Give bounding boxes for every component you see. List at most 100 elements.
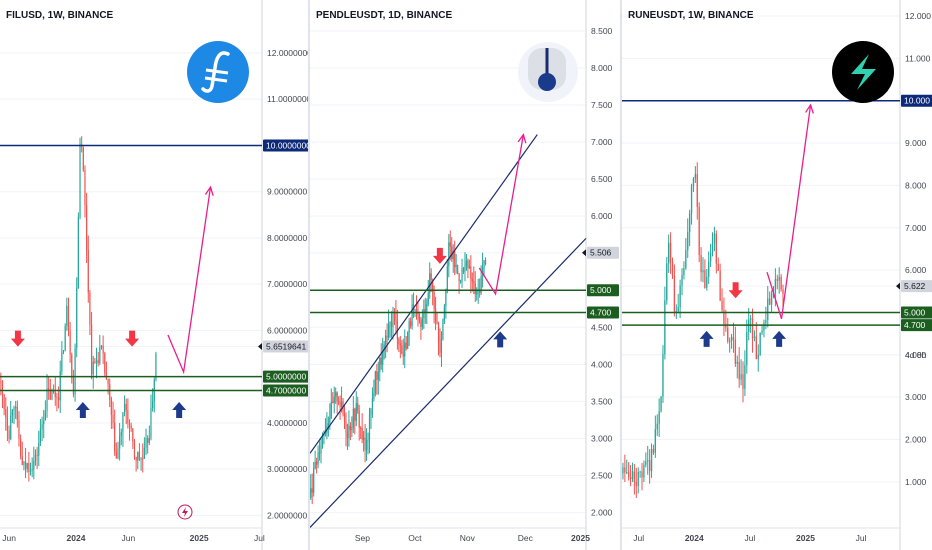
- candle: [622, 462, 624, 480]
- candle: [84, 165, 86, 218]
- price-label-text: 4.700: [904, 320, 926, 330]
- candle-body: [379, 357, 381, 372]
- candle-body: [87, 250, 89, 293]
- candle-body: [411, 304, 413, 327]
- candle: [728, 337, 731, 353]
- price-label-text: 4.700: [590, 307, 612, 317]
- candle: [654, 415, 657, 458]
- candle-body: [0, 381, 2, 383]
- candle-body: [467, 260, 469, 268]
- x-tick-label: Oct: [408, 533, 422, 543]
- price-label: 5.0000000: [263, 370, 308, 383]
- candle: [64, 323, 66, 352]
- candle-body: [662, 354, 664, 397]
- candle: [457, 264, 459, 275]
- price-label-bg: [263, 340, 308, 353]
- candle-body: [407, 332, 409, 349]
- candle: [688, 209, 691, 247]
- candle-body: [102, 345, 104, 354]
- candle-body: [732, 336, 735, 340]
- candle-body: [133, 441, 136, 458]
- candle-body: [330, 401, 332, 418]
- candle: [112, 401, 114, 429]
- candle-body: [430, 273, 432, 280]
- candle-body: [445, 290, 447, 307]
- candle-body: [5, 409, 7, 418]
- candle: [635, 467, 637, 498]
- candle-body: [66, 306, 68, 326]
- candle-body: [321, 435, 324, 446]
- candle: [708, 251, 710, 284]
- candle-body: [122, 412, 124, 433]
- price-label-text: 5.506: [590, 248, 612, 258]
- candle-body: [631, 471, 634, 479]
- candle: [675, 304, 677, 320]
- candle: [757, 344, 759, 372]
- candle-body: [142, 458, 144, 460]
- candle-body: [755, 336, 758, 359]
- candle: [104, 351, 106, 376]
- candle: [474, 271, 476, 302]
- price-label-bg: [587, 306, 619, 319]
- candle: [471, 272, 473, 292]
- candle-body: [746, 331, 748, 366]
- candle-body: [41, 424, 43, 430]
- candle: [647, 445, 649, 475]
- candle-body: [654, 429, 657, 453]
- candle-body: [48, 388, 50, 391]
- candle: [631, 462, 634, 482]
- candle-body: [130, 425, 132, 429]
- candle-body: [782, 289, 784, 294]
- candle-body: [751, 318, 754, 339]
- candle: [455, 254, 457, 274]
- candle: [464, 252, 466, 282]
- candle: [744, 350, 746, 397]
- candle-body: [633, 471, 636, 483]
- candle-body: [316, 461, 318, 465]
- candle-body: [679, 285, 681, 308]
- candle: [26, 462, 28, 473]
- candle: [432, 278, 434, 306]
- candle-body: [692, 178, 695, 187]
- candle: [72, 369, 75, 398]
- candle: [449, 230, 451, 261]
- candle: [20, 434, 22, 460]
- filecoin-logo-icon: [187, 41, 249, 103]
- candle-body: [483, 260, 485, 268]
- price-label-bg: [587, 284, 619, 297]
- candle: [5, 397, 7, 431]
- candle-body: [155, 353, 157, 380]
- sell-arrow-icon: [125, 330, 140, 347]
- forecast-path: [478, 134, 525, 296]
- candle-body: [54, 392, 56, 398]
- candle-body: [476, 290, 478, 295]
- candle-body: [354, 408, 356, 421]
- price-label: 5.506: [587, 246, 619, 259]
- candle: [53, 384, 55, 394]
- candle: [338, 396, 340, 406]
- candle-body: [426, 303, 428, 313]
- candle-body: [753, 336, 756, 339]
- candle-body: [711, 243, 714, 253]
- candle: [694, 166, 697, 183]
- candle-body: [727, 327, 729, 342]
- candle-body: [28, 463, 30, 472]
- candle: [147, 435, 149, 454]
- candle-body: [100, 345, 103, 348]
- y-tick-label: 4.000: [905, 350, 927, 360]
- candle-body: [310, 488, 312, 498]
- candle: [326, 412, 328, 440]
- current-price-marker: [896, 282, 900, 290]
- candle-body: [641, 471, 643, 478]
- candle-body: [458, 273, 460, 282]
- candle: [683, 261, 685, 280]
- candle: [76, 277, 78, 358]
- candle-body: [480, 275, 482, 293]
- candle: [770, 290, 773, 313]
- candle: [371, 387, 374, 418]
- candle-body: [622, 467, 624, 474]
- candle: [715, 230, 717, 274]
- candle: [692, 176, 695, 193]
- candle: [92, 355, 94, 389]
- candle: [420, 316, 422, 340]
